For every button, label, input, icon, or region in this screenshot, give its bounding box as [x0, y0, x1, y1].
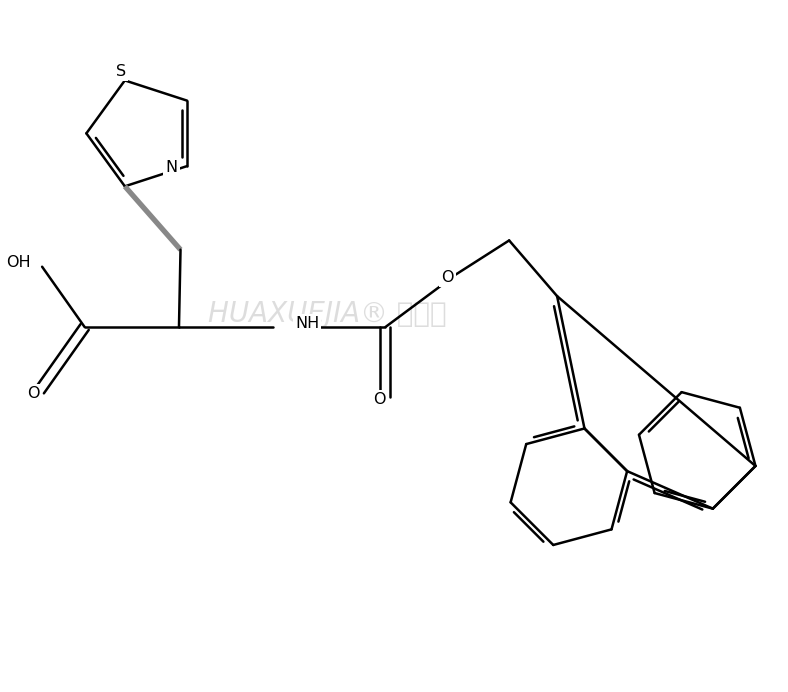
Text: OH: OH: [6, 255, 31, 271]
Text: O: O: [441, 270, 454, 285]
Text: HUAXUEJIA® 化学加: HUAXUEJIA® 化学加: [208, 300, 447, 327]
Text: N: N: [165, 160, 177, 175]
Text: O: O: [28, 386, 40, 401]
Text: S: S: [116, 64, 126, 79]
Text: O: O: [373, 392, 385, 407]
Text: NH: NH: [295, 316, 319, 331]
